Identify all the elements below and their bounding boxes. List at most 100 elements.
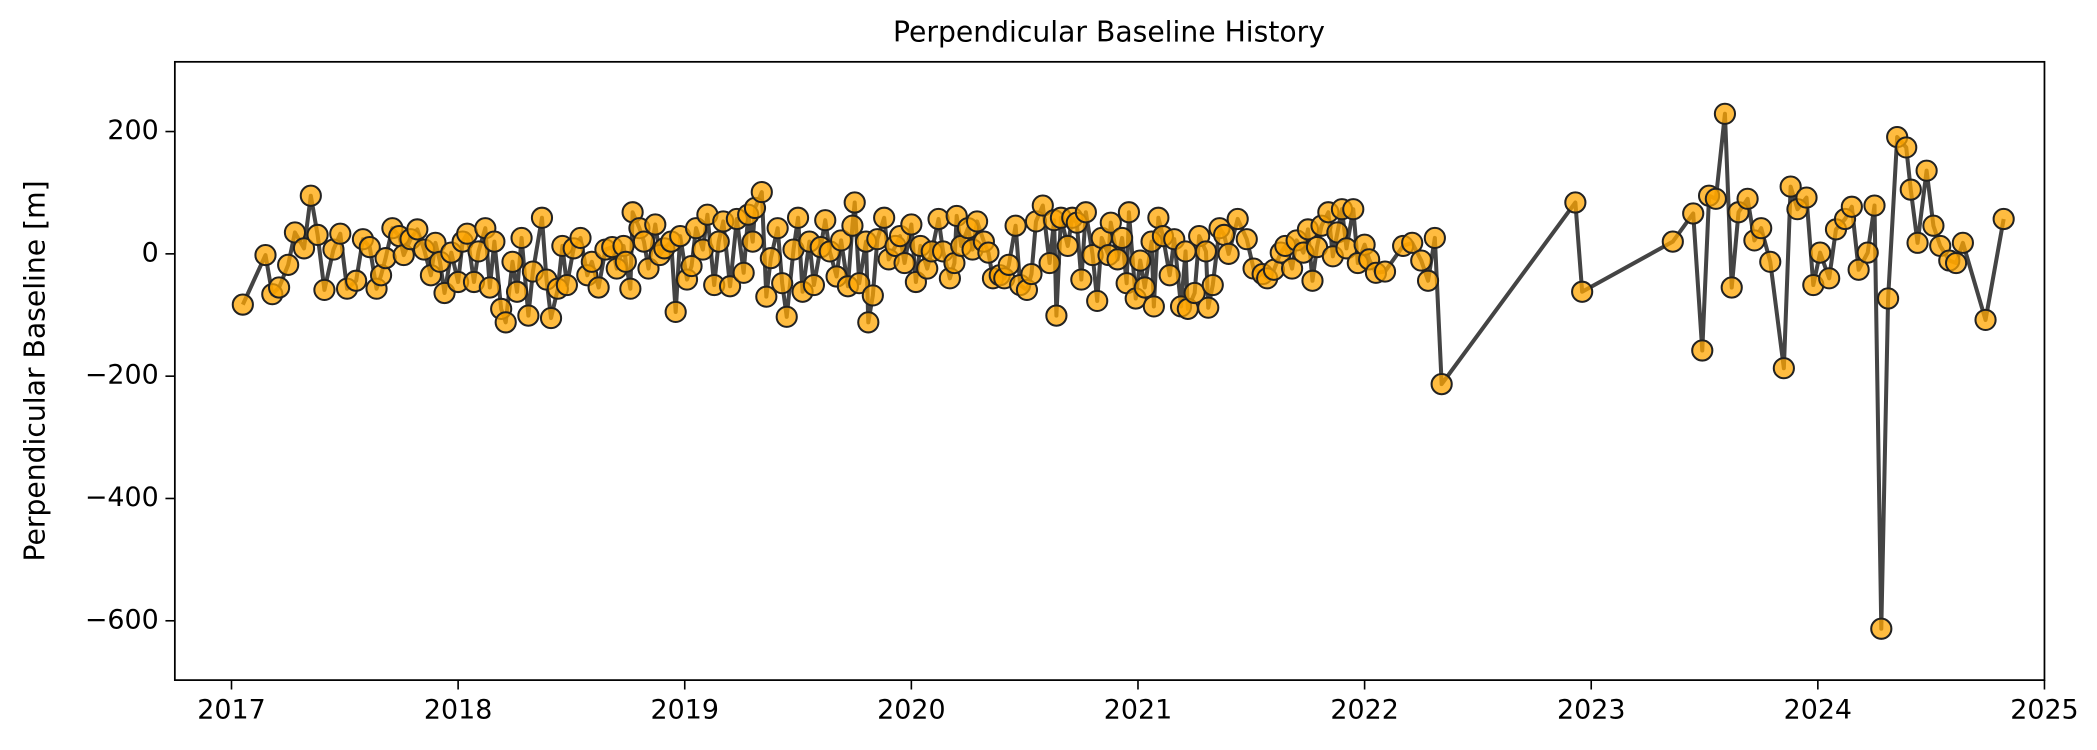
- data-point: [1772, 357, 1795, 380]
- data-point: [786, 206, 810, 229]
- data-point: [456, 222, 479, 245]
- x-tick-label: 2022: [1330, 695, 1398, 726]
- data-point: [231, 293, 254, 316]
- data-point: [1038, 251, 1061, 275]
- data-point: [1877, 287, 1900, 310]
- data-point: [501, 250, 524, 273]
- data-point: [555, 273, 578, 297]
- x-tick-label: 2019: [651, 695, 719, 726]
- data-point: [830, 229, 853, 252]
- data-point: [1194, 240, 1218, 263]
- data-point: [1661, 230, 1684, 253]
- data-point: [1759, 250, 1782, 273]
- data-point: [873, 206, 896, 229]
- data-point: [1430, 373, 1453, 396]
- data-point: [580, 250, 603, 273]
- data-point: [1410, 249, 1433, 272]
- data-point: [483, 230, 506, 253]
- data-point: [1564, 191, 1587, 214]
- data-point: [569, 226, 592, 250]
- data-point: [1750, 217, 1773, 240]
- data-point: [587, 276, 610, 299]
- data-point: [1899, 178, 1922, 201]
- y-tick-label: 200: [107, 115, 158, 146]
- data-point: [1106, 248, 1129, 271]
- data-point: [997, 253, 1020, 276]
- data-point: [1895, 136, 1918, 159]
- data-point: [505, 280, 529, 303]
- data-point: [857, 311, 880, 334]
- data-point: [750, 180, 773, 204]
- x-tick-label: 2025: [2010, 695, 2078, 726]
- data-point: [1045, 304, 1068, 327]
- data-point: [680, 254, 703, 278]
- data-point: [1056, 234, 1079, 257]
- data-point: [1951, 231, 1974, 254]
- data-point: [1147, 206, 1170, 229]
- data-point: [732, 261, 755, 284]
- data-point: [1117, 201, 1141, 224]
- data-point: [1031, 194, 1054, 217]
- data-point: [292, 237, 316, 260]
- data-point: [841, 214, 864, 237]
- x-tick-label: 2023: [1557, 695, 1625, 726]
- data-point: [1691, 339, 1714, 362]
- x-tick-label: 2021: [1104, 695, 1172, 726]
- data-point: [1129, 249, 1152, 272]
- data-point: [843, 191, 866, 214]
- x-tick-label: 2017: [197, 695, 265, 726]
- data-point: [861, 284, 884, 307]
- plot-frame: [173, 60, 2046, 681]
- x-tick-label: 2020: [877, 695, 945, 726]
- data-point: [1944, 251, 1968, 275]
- data-point: [1111, 226, 1134, 250]
- data-point: [1863, 194, 1886, 217]
- data-point: [345, 269, 368, 292]
- y-axis-label: Perpendicular Baseline [m]: [18, 180, 51, 561]
- data-point: [1847, 258, 1870, 281]
- data-point: [802, 273, 826, 297]
- x-tick-label: 2024: [1784, 695, 1852, 726]
- data-point: [965, 210, 989, 233]
- data-point: [766, 217, 789, 240]
- data-point: [1280, 257, 1304, 280]
- data-point: [1713, 102, 1737, 125]
- data-point: [494, 311, 517, 334]
- data-point: [374, 247, 397, 270]
- data-point: [755, 285, 778, 308]
- data-point: [1416, 269, 1440, 292]
- data-point: [1201, 273, 1224, 297]
- data-point: [358, 236, 381, 259]
- data-point: [1818, 267, 1841, 290]
- data-point: [619, 277, 642, 300]
- data-point: [741, 230, 764, 253]
- data-point: [1856, 241, 1879, 264]
- data-point: [1197, 296, 1220, 319]
- x-tick-label: 2018: [424, 695, 492, 726]
- data-point: [1158, 264, 1181, 287]
- data-point: [814, 209, 837, 232]
- data-point: [1795, 186, 1818, 209]
- data-point: [1183, 281, 1206, 305]
- data-point: [329, 222, 352, 245]
- data-point: [1342, 198, 1365, 221]
- data-point: [1915, 159, 1938, 182]
- y-tick-label: 0: [142, 237, 159, 268]
- data-point: [775, 305, 798, 328]
- data-point: [530, 206, 554, 229]
- y-tick-label: −200: [85, 360, 159, 391]
- data-point: [1809, 241, 1832, 264]
- data-point: [1571, 280, 1594, 303]
- data-point: [893, 251, 916, 275]
- data-point: [510, 226, 533, 250]
- data-point: [1133, 276, 1156, 299]
- data-point: [1217, 242, 1240, 265]
- data-point: [268, 276, 291, 299]
- data-point: [707, 230, 730, 253]
- data-point: [1099, 211, 1122, 234]
- y-tick-label: −400: [85, 482, 159, 513]
- data-point: [664, 300, 687, 324]
- data-point: [927, 207, 950, 231]
- data-point: [759, 247, 782, 270]
